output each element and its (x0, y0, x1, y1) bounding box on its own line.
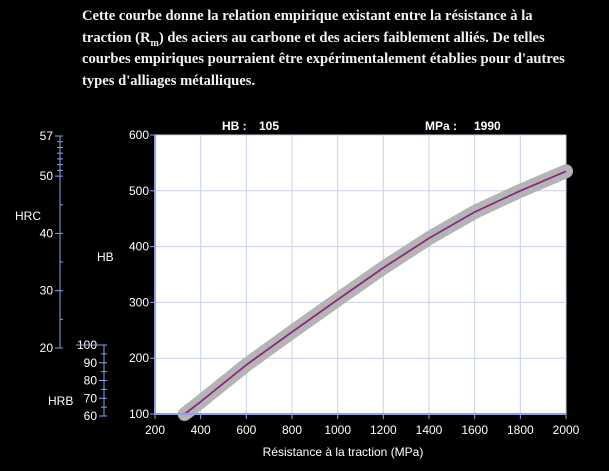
hrb-tick-label: 80 (84, 374, 98, 388)
hrb-tick-label: 60 (84, 409, 98, 423)
hrc-tick-label: 57 (40, 129, 54, 143)
hrc-label: HRC (15, 209, 41, 223)
grid-lines (154, 134, 567, 415)
intro-line-4: types d'alliages métalliques. (82, 72, 256, 89)
main-axes (154, 135, 566, 415)
x-tick-label: 1200 (370, 423, 397, 437)
hb-readout-label: HB : (222, 119, 247, 133)
x-axis-ticks: 200 400 600 800 1000 1200 1400 1600 1800 2000 (145, 414, 580, 437)
x-tick-label: 1600 (461, 423, 488, 437)
hrb-label: HRB (48, 394, 73, 408)
y-tick-label: 100 (129, 407, 149, 421)
y-axis-ticks: 100 200 300 400 500 600 (129, 128, 155, 421)
x-tick-label: 400 (191, 423, 211, 437)
plot-area[interactable] (155, 135, 566, 414)
x-tick-label: 1800 (507, 423, 534, 437)
hb-vs-tensile-line (184, 170, 567, 415)
x-tick-label: 1400 (416, 423, 443, 437)
x-tick-label: 2000 (553, 423, 580, 437)
intro-subscript: m (150, 37, 159, 49)
y-axis-label: HB (97, 250, 114, 264)
intro-line-2-end: ) des aciers au carbone et des aciers fa… (158, 29, 545, 46)
hrc-tick-label: 40 (40, 226, 54, 240)
x-tick-label: 800 (282, 423, 302, 437)
y-tick-label: 400 (129, 240, 149, 254)
x-axis-label: Résistance à la traction (MPa) (263, 445, 424, 459)
hrc-scale: 20 30 40 50 57 (40, 129, 63, 355)
y-tick-label: 200 (129, 351, 149, 365)
hrb-tick-label: 90 (84, 356, 98, 370)
series-curve (184, 170, 567, 415)
intro-paragraph: Cette courbe donne la relation empirique… (82, 6, 602, 92)
hrc-tick-label: 20 (40, 341, 54, 355)
hrc-tick-label: 30 (40, 284, 54, 298)
intro-line-3: courbes empiriques pourraient être expér… (82, 51, 565, 67)
intro-line-2-start: traction (R (82, 29, 151, 46)
x-tick-label: 600 (236, 423, 256, 437)
intro-line-1: Cette courbe donne la relation empirique… (82, 8, 533, 24)
mpa-readout-label: MPa : (425, 119, 457, 133)
x-tick-label: 1000 (324, 423, 351, 437)
hb-readout-value: 105 (259, 119, 279, 133)
hrb-tick-label: 70 (84, 391, 98, 405)
y-tick-label: 300 (129, 295, 149, 309)
y-tick-label: 600 (129, 128, 149, 142)
mpa-readout-value: 1990 (474, 119, 501, 133)
cursor-readout: HB : 105 MPa : 1990 (222, 119, 501, 133)
hrc-tick-label: 50 (40, 169, 54, 183)
x-tick-label: 200 (145, 423, 165, 437)
y-tick-label: 500 (129, 184, 149, 198)
